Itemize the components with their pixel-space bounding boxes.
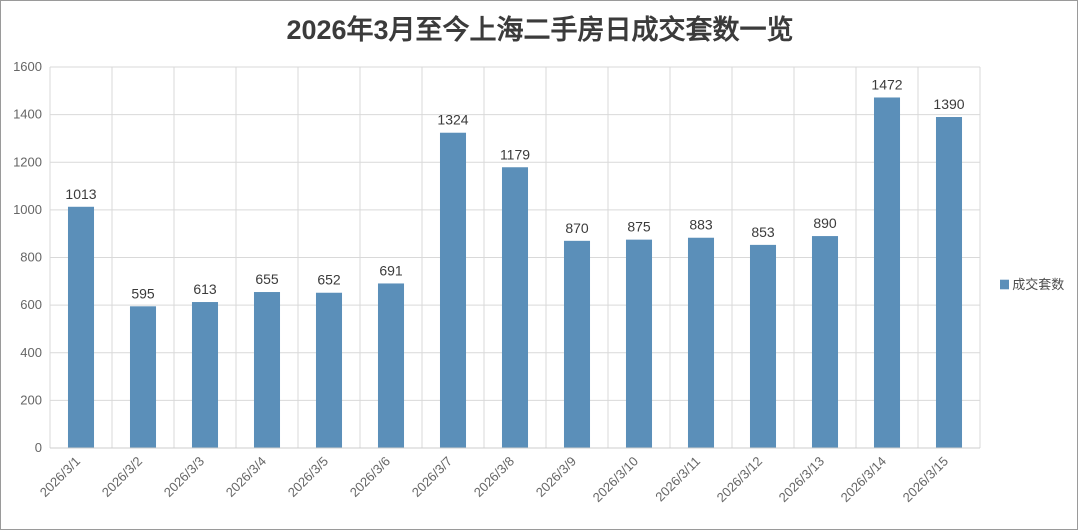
svg-text:2026/3/3: 2026/3/3 bbox=[161, 454, 207, 500]
svg-text:1200: 1200 bbox=[13, 154, 42, 169]
svg-text:2026/3/1: 2026/3/1 bbox=[37, 454, 83, 500]
svg-text:1324: 1324 bbox=[437, 112, 468, 128]
svg-text:2026/3/4: 2026/3/4 bbox=[223, 454, 269, 500]
svg-text:2026/3/2: 2026/3/2 bbox=[99, 454, 145, 500]
svg-text:2026/3/7: 2026/3/7 bbox=[409, 454, 455, 500]
svg-text:2026/3/14: 2026/3/14 bbox=[838, 454, 890, 506]
svg-text:2026/3/9: 2026/3/9 bbox=[533, 454, 579, 500]
svg-text:1400: 1400 bbox=[13, 107, 42, 122]
svg-text:成交套数: 成交套数 bbox=[1012, 277, 1064, 292]
svg-text:655: 655 bbox=[255, 271, 279, 287]
svg-text:1472: 1472 bbox=[871, 76, 902, 92]
svg-text:1000: 1000 bbox=[13, 202, 42, 217]
svg-text:595: 595 bbox=[131, 285, 155, 301]
svg-text:1600: 1600 bbox=[13, 59, 42, 74]
svg-text:2026/3/8: 2026/3/8 bbox=[471, 454, 517, 500]
svg-text:1013: 1013 bbox=[65, 186, 96, 202]
svg-text:600: 600 bbox=[20, 297, 42, 312]
svg-text:890: 890 bbox=[813, 215, 837, 231]
svg-text:1179: 1179 bbox=[500, 146, 530, 162]
svg-text:400: 400 bbox=[20, 345, 42, 360]
svg-text:2026/3/10: 2026/3/10 bbox=[590, 454, 642, 506]
svg-text:2026/3/12: 2026/3/12 bbox=[714, 454, 766, 506]
svg-text:2026/3/11: 2026/3/11 bbox=[652, 454, 703, 505]
svg-text:853: 853 bbox=[751, 224, 775, 240]
svg-text:870: 870 bbox=[565, 220, 589, 236]
svg-text:883: 883 bbox=[689, 217, 713, 233]
svg-text:200: 200 bbox=[20, 392, 42, 407]
svg-text:0: 0 bbox=[35, 440, 42, 455]
svg-text:800: 800 bbox=[20, 250, 42, 265]
svg-text:2026/3/13: 2026/3/13 bbox=[776, 454, 828, 506]
svg-text:1390: 1390 bbox=[933, 96, 964, 112]
svg-text:875: 875 bbox=[627, 219, 651, 235]
svg-text:613: 613 bbox=[193, 281, 217, 297]
svg-text:652: 652 bbox=[317, 272, 341, 288]
svg-text:691: 691 bbox=[379, 262, 403, 278]
svg-text:2026/3/5: 2026/3/5 bbox=[285, 454, 331, 500]
svg-text:2026/3/6: 2026/3/6 bbox=[347, 454, 393, 500]
svg-text:2026/3/15: 2026/3/15 bbox=[900, 454, 952, 506]
